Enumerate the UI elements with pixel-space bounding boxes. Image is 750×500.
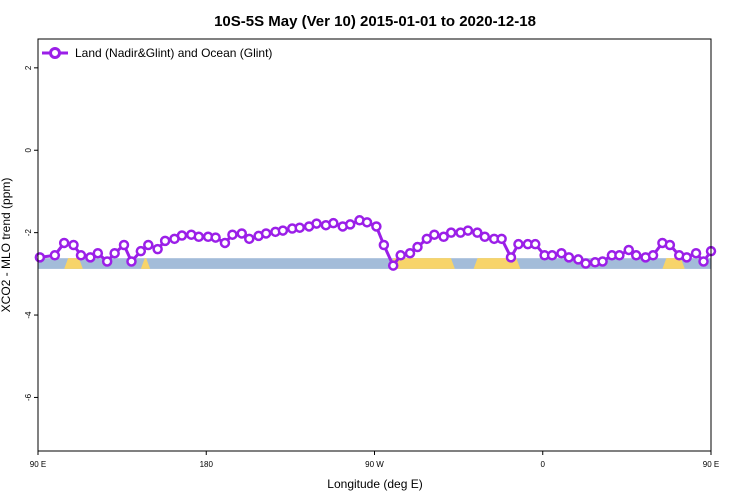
x-tick-label: 90 E xyxy=(30,460,46,469)
data-point xyxy=(118,239,130,251)
data-point xyxy=(412,241,423,253)
data-point xyxy=(421,233,433,245)
legend: Land (Nadir&Glint) and Ocean (Glint) xyxy=(42,46,272,60)
data-point xyxy=(49,250,61,261)
y-tick-label: 2 xyxy=(24,65,33,70)
chart-title: 10S-5S May (Ver 10) 2015-01-01 to 2020-1… xyxy=(214,13,536,30)
plot-frame xyxy=(37,38,712,452)
data-point xyxy=(227,229,238,240)
x-tick-label: 180 xyxy=(200,460,214,469)
data-point xyxy=(101,256,113,267)
land-patch xyxy=(662,258,685,269)
data-point xyxy=(361,217,373,228)
data-point xyxy=(573,254,584,265)
data-point xyxy=(462,225,474,236)
data-point xyxy=(126,256,137,267)
data-point xyxy=(438,231,449,243)
data-point xyxy=(395,250,406,261)
data-point xyxy=(193,231,205,243)
x-axis: 90 E 180 90 W 0 90 E xyxy=(30,451,719,469)
data-point xyxy=(623,244,634,256)
legend-marker xyxy=(49,47,61,59)
data-point xyxy=(472,227,483,238)
legend-label: Land (Nadir&Glint) and Ocean (Glint) xyxy=(75,46,272,60)
land-patch xyxy=(140,258,151,269)
data-point xyxy=(92,247,104,259)
data-point xyxy=(85,252,96,263)
data-point xyxy=(260,228,272,239)
x-tick-label: 90 W xyxy=(365,460,384,469)
data-point xyxy=(311,218,322,229)
data-point xyxy=(681,252,692,263)
data-point xyxy=(344,219,356,230)
data-point xyxy=(429,229,440,240)
data-point xyxy=(68,239,79,251)
y-tick-label: -4 xyxy=(24,311,33,319)
data-point xyxy=(556,247,567,259)
data-point xyxy=(58,237,70,249)
data-point xyxy=(445,227,457,238)
data-point xyxy=(404,247,416,259)
data-point xyxy=(34,252,46,263)
data-point xyxy=(236,228,248,239)
data-point xyxy=(294,222,305,233)
data-point xyxy=(328,217,339,229)
data-point xyxy=(277,225,289,236)
x-tick-label: 0 xyxy=(541,460,546,469)
data-point xyxy=(505,252,517,263)
data-point xyxy=(690,247,702,259)
data-point xyxy=(219,237,231,249)
ocean-band xyxy=(38,258,711,269)
land-patch xyxy=(389,258,455,269)
data-point xyxy=(513,238,524,250)
data-point xyxy=(580,258,591,269)
data-point xyxy=(546,250,558,261)
y-tick-label: -6 xyxy=(24,393,33,401)
data-point xyxy=(243,233,255,245)
data-point xyxy=(647,250,659,261)
data-point xyxy=(530,238,541,250)
data-point xyxy=(378,239,390,251)
data-point xyxy=(563,252,575,263)
x-tick-label: 90 E xyxy=(703,460,719,469)
data-point xyxy=(630,250,642,261)
y-axis: 2 0 -2 -4 -6 xyxy=(24,65,38,401)
y-axis-label: XCO2 - MLO trend (ppm) xyxy=(0,178,13,313)
data-point xyxy=(664,239,676,251)
data-point xyxy=(159,235,171,247)
data-point xyxy=(614,250,625,261)
data-point xyxy=(109,247,120,259)
data-point xyxy=(210,232,221,243)
data-point xyxy=(479,231,491,243)
data-point xyxy=(496,233,507,245)
data-point xyxy=(387,260,399,271)
y-tick-label: 0 xyxy=(24,147,33,152)
data-point xyxy=(176,230,188,241)
data-point xyxy=(152,243,163,255)
data-point xyxy=(75,250,87,261)
data-point xyxy=(597,256,608,267)
x-axis-label: Longitude (deg E) xyxy=(327,477,422,491)
data-point xyxy=(698,256,709,267)
data-point xyxy=(135,245,147,257)
points-layer xyxy=(34,215,717,271)
y-tick-label: -2 xyxy=(24,229,33,237)
land-patch xyxy=(64,258,83,269)
data-point xyxy=(371,221,382,232)
data-point xyxy=(143,239,154,251)
